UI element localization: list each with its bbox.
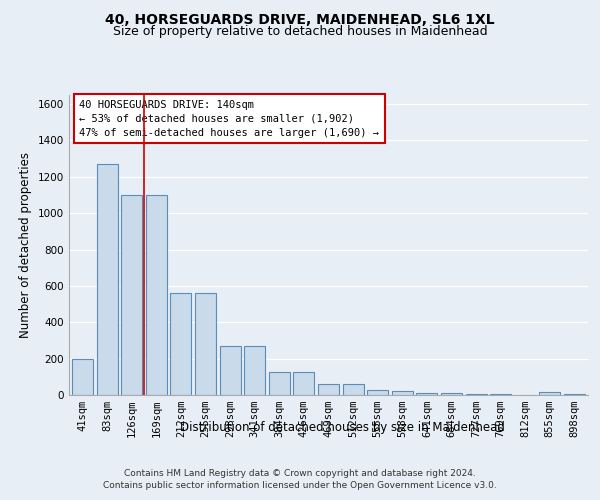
Bar bbox=[97, 164, 118, 395]
Y-axis label: Number of detached properties: Number of detached properties bbox=[19, 152, 32, 338]
Bar bbox=[392, 392, 413, 395]
Text: Contains HM Land Registry data © Crown copyright and database right 2024.: Contains HM Land Registry data © Crown c… bbox=[124, 470, 476, 478]
Text: 40 HORSEGUARDS DRIVE: 140sqm
← 53% of detached houses are smaller (1,902)
47% of: 40 HORSEGUARDS DRIVE: 140sqm ← 53% of de… bbox=[79, 100, 379, 138]
Bar bbox=[564, 394, 585, 395]
Bar bbox=[72, 358, 93, 395]
Bar bbox=[441, 393, 462, 395]
Text: Contains public sector information licensed under the Open Government Licence v3: Contains public sector information licen… bbox=[103, 482, 497, 490]
Bar bbox=[490, 394, 511, 395]
Bar bbox=[220, 346, 241, 395]
Bar bbox=[146, 195, 167, 395]
Bar bbox=[416, 393, 437, 395]
Bar bbox=[269, 372, 290, 395]
Bar bbox=[367, 390, 388, 395]
Bar bbox=[293, 372, 314, 395]
Bar bbox=[539, 392, 560, 395]
Bar bbox=[466, 394, 487, 395]
Bar bbox=[195, 293, 216, 395]
Bar bbox=[244, 346, 265, 395]
Text: 40, HORSEGUARDS DRIVE, MAIDENHEAD, SL6 1XL: 40, HORSEGUARDS DRIVE, MAIDENHEAD, SL6 1… bbox=[105, 12, 495, 26]
Bar bbox=[343, 384, 364, 395]
Bar bbox=[170, 293, 191, 395]
Text: Distribution of detached houses by size in Maidenhead: Distribution of detached houses by size … bbox=[179, 421, 505, 434]
Text: Size of property relative to detached houses in Maidenhead: Size of property relative to detached ho… bbox=[113, 25, 487, 38]
Bar bbox=[318, 384, 339, 395]
Bar bbox=[121, 195, 142, 395]
